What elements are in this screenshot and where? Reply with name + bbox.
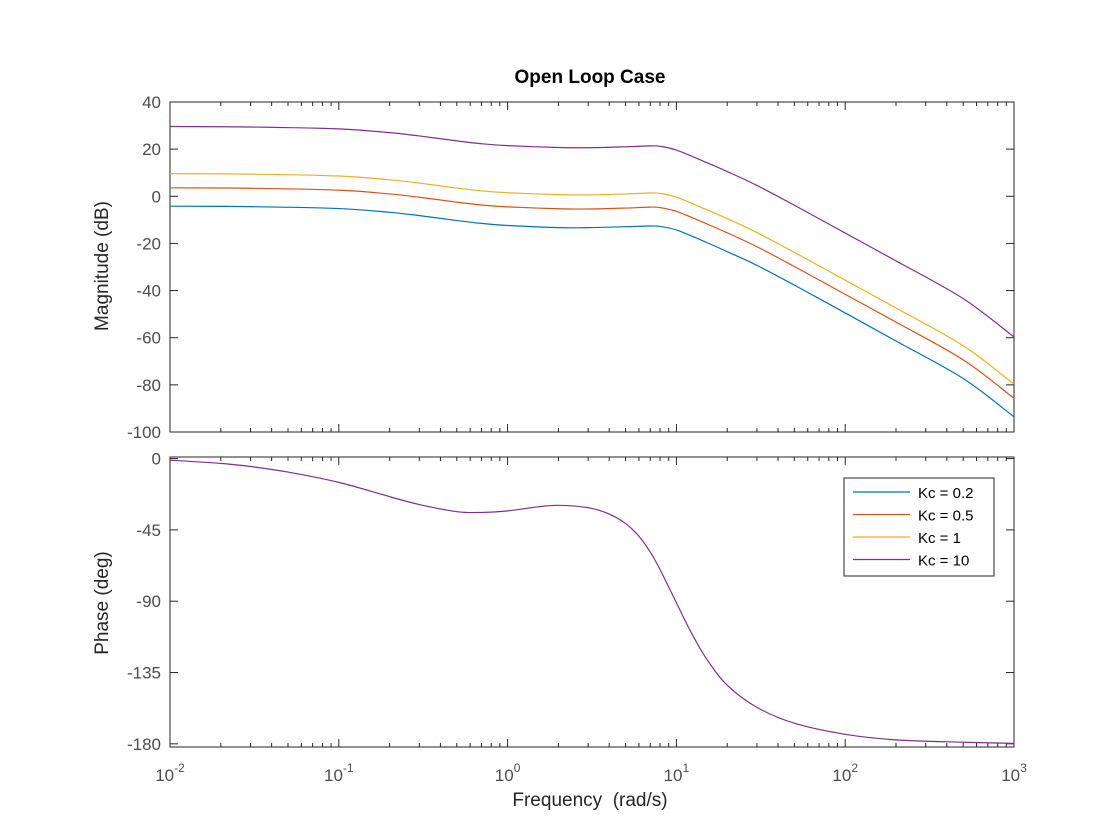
x-tick-label-exponent: 2 xyxy=(851,761,858,775)
chart-title: Open Loop Case xyxy=(515,67,666,88)
magnitude-series-line xyxy=(169,205,1015,418)
magnitude-y-tick-label: -80 xyxy=(136,376,161,395)
x-tick-label: 100 xyxy=(495,761,521,785)
magnitude-y-tick-label: 20 xyxy=(142,140,161,159)
legend-entry-label: Kc = 1 xyxy=(918,530,961,547)
x-tick-label-base: 10 xyxy=(832,766,851,785)
phase-series-line xyxy=(169,459,1015,744)
magnitude-series-line xyxy=(169,125,1015,338)
magnitude-y-tick-label: -100 xyxy=(127,423,161,442)
magnitude-y-tick-label: -60 xyxy=(136,329,161,348)
magnitude-y-tick-label: -20 xyxy=(136,234,161,253)
x-tick-label-exponent: -2 xyxy=(174,761,185,775)
magnitude-y-tick-label: -40 xyxy=(136,282,161,301)
magnitude-axes: -100 -80 -60 -40 -20 0 20 40 xyxy=(127,93,1015,442)
legend-entry-label: Kc = 10 xyxy=(918,553,969,570)
x-tick-label-exponent: 3 xyxy=(1020,761,1027,775)
legend: Kc = 0.2 Kc = 0.5 Kc = 1 Kc = 10 xyxy=(843,477,995,577)
magnitude-series-line xyxy=(169,187,1015,399)
x-tick-label-exponent: -1 xyxy=(343,761,354,775)
magnitude-y-axis-label: Magnitude (dB) xyxy=(92,201,113,331)
phase-axes-box xyxy=(169,456,1015,748)
x-tick-label-base: 10 xyxy=(324,766,343,785)
x-tick-label: 101 xyxy=(664,761,690,785)
legend-entry-label: Kc = 0.5 xyxy=(918,508,973,525)
x-tick-label-base: 10 xyxy=(155,766,174,785)
x-tick-label: 10-1 xyxy=(324,761,354,785)
x-axis-label: Frequency (rad/s) xyxy=(512,790,667,811)
x-tick-label: 10-2 xyxy=(155,761,185,785)
x-tick-label: 103 xyxy=(1001,761,1027,785)
x-tick-label-base: 10 xyxy=(1001,766,1020,785)
phase-y-tick-label: -180 xyxy=(127,735,161,754)
magnitude-y-tick-label: 40 xyxy=(142,93,161,112)
phase-y-tick-label: 0 xyxy=(152,450,161,469)
magnitude-y-tick-label: 0 xyxy=(152,187,161,206)
phase-y-tick-label: -90 xyxy=(136,592,161,611)
phase-y-tick-label: -135 xyxy=(127,664,161,683)
magnitude-series-line xyxy=(169,173,1015,385)
x-tick-label: 102 xyxy=(832,761,858,785)
x-tick-label-exponent: 0 xyxy=(514,761,521,775)
x-tick-label-exponent: 1 xyxy=(683,761,690,775)
x-tick-label-base: 10 xyxy=(664,766,683,785)
phase-y-tick-label: -45 xyxy=(136,521,161,540)
x-tick-label-base: 10 xyxy=(495,766,514,785)
phase-y-axis-label: Phase (deg) xyxy=(92,551,113,655)
legend-entry-label: Kc = 0.2 xyxy=(918,485,973,502)
magnitude-axes-box xyxy=(169,101,1015,433)
